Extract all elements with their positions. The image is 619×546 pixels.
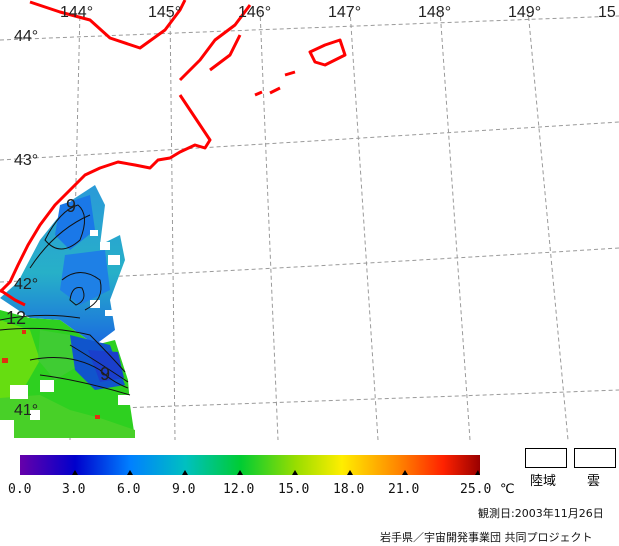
colorbar-tick-label: 0.0 — [8, 482, 32, 497]
temperature-colorbar — [20, 455, 480, 475]
latitude-label: 42° — [14, 276, 39, 293]
isotherm-contours — [0, 204, 131, 396]
longitude-label: 145° — [148, 4, 182, 21]
cloud-legend-label: 雲 — [587, 474, 601, 489]
longitude-label: 146° — [238, 4, 272, 21]
longitude-label: 15 — [598, 4, 616, 21]
contour-label: 9 — [66, 196, 77, 216]
coastline — [0, 0, 347, 307]
contour-label: 9 — [100, 364, 111, 384]
colorbar-tick-label: 18.0 — [333, 482, 365, 497]
colorbar-tick-label: 6.0 — [117, 482, 141, 497]
land-legend-label: 陸域 — [530, 474, 557, 489]
colorbar-tick-label: 3.0 — [62, 482, 86, 497]
latitude-label: 41° — [14, 402, 39, 419]
contour-label: 12 — [6, 308, 27, 328]
colorbar-tick-label: 9.0 — [172, 482, 196, 497]
colorbar-tick-label: 12.0 — [223, 482, 255, 497]
colorbar-tick-label: 15.0 — [278, 482, 310, 497]
colorbar-tick-label: 21.0 — [388, 482, 420, 497]
land-legend-swatch — [525, 448, 567, 468]
credit-text: 岩手県／宇宙開発事業団 共同プロジェクト — [380, 531, 593, 544]
longitude-label: 147° — [328, 4, 362, 21]
longitude-label: 148° — [418, 4, 452, 21]
observation-date: 観測日:2003年11月26日 — [478, 507, 604, 520]
sst-map — [0, 0, 619, 440]
cloud-legend-swatch — [574, 448, 616, 468]
longitude-label: 149° — [508, 4, 542, 21]
temperature-unit: ℃ — [500, 482, 515, 497]
colorbar-tick-label: 25.0 — [460, 482, 492, 497]
longitude-label: 144° — [60, 4, 94, 21]
latitude-label: 44° — [14, 28, 39, 45]
latitude-label: 43° — [14, 152, 39, 169]
